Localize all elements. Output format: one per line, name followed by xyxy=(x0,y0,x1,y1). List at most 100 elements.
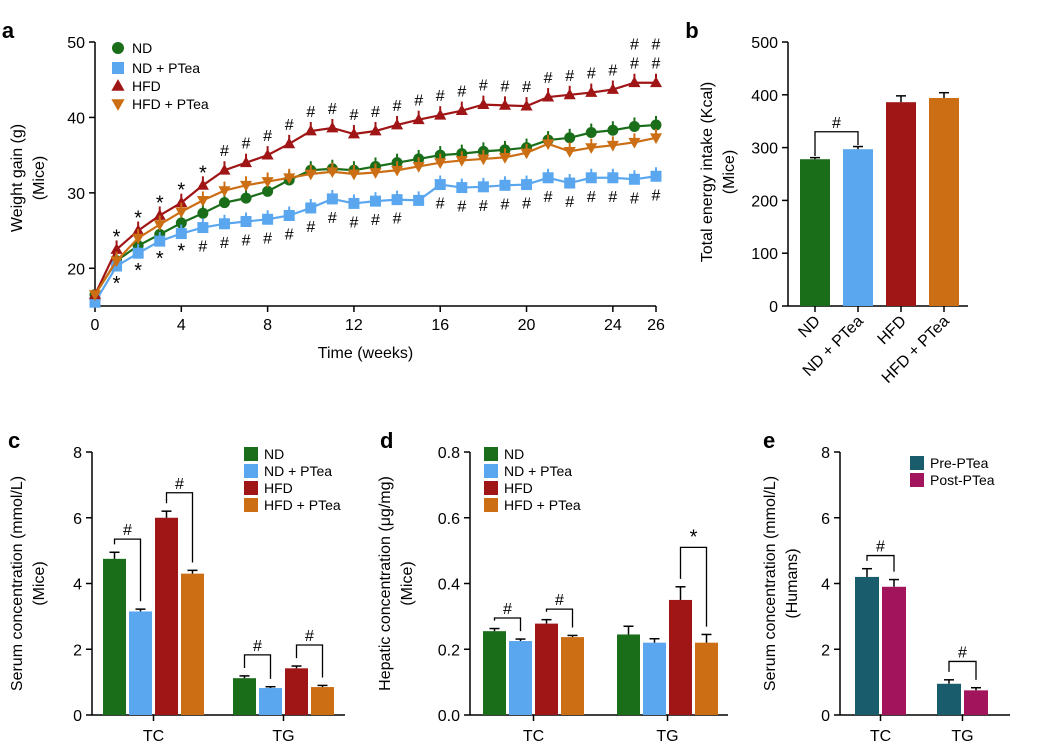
hash-annotation: # xyxy=(285,117,294,134)
hash-annotation: # xyxy=(220,235,229,252)
hash-annotation: # xyxy=(436,196,445,213)
legend-swatch xyxy=(244,498,258,512)
x-tick-label: TG xyxy=(656,728,678,745)
legend-swatch xyxy=(910,456,924,470)
hash-annotation: # xyxy=(457,199,466,216)
legend-label: ND xyxy=(132,40,152,56)
hash-annotation: # xyxy=(371,104,380,121)
bar xyxy=(964,690,988,715)
star-annotation: * xyxy=(134,208,142,230)
legend-swatch xyxy=(244,447,258,461)
data-point xyxy=(347,127,360,139)
significance-bracket xyxy=(679,546,708,627)
significance-bracket xyxy=(113,538,142,602)
data-point xyxy=(218,218,230,230)
data-point xyxy=(153,209,166,220)
y-tick-label: 0.2 xyxy=(438,642,460,659)
hash-annotation: # xyxy=(349,214,358,231)
legend-label: ND + PTea xyxy=(264,463,332,479)
data-point xyxy=(649,133,663,145)
star-annotation: * xyxy=(134,260,142,282)
data-point xyxy=(542,90,555,102)
hash-annotation: # xyxy=(630,37,639,54)
bar xyxy=(617,634,640,715)
hash-annotation: # xyxy=(457,84,466,101)
data-point xyxy=(326,121,339,133)
data-point xyxy=(175,196,188,208)
y-axis-sublabel: (Humans) xyxy=(784,548,801,618)
y-axis-label: Serum concentration (mmol/L) xyxy=(9,476,26,691)
data-point xyxy=(606,83,619,94)
data-point xyxy=(391,165,404,177)
data-point xyxy=(434,158,447,170)
y-tick-label: 0.8 xyxy=(438,445,460,462)
legend-swatch xyxy=(484,481,498,495)
data-point xyxy=(391,194,403,206)
significance-bracket xyxy=(948,660,977,680)
data-point xyxy=(564,132,576,144)
x-tick-label: 24 xyxy=(604,317,622,334)
significance-bracket xyxy=(814,131,859,157)
panel-d-chart: d 0.0 0.2 0.4 0.6 0.8 Hepatic concentration (μ… xyxy=(377,428,728,745)
legend-label: ND + PTea xyxy=(504,463,572,479)
data-point xyxy=(585,143,598,154)
data-point xyxy=(305,202,317,214)
bar xyxy=(695,642,718,715)
hash-annotation: # xyxy=(414,93,423,110)
x-tick-label: HFD xyxy=(875,313,910,348)
y-axis-sublabel: (Mice) xyxy=(31,561,48,605)
data-point xyxy=(607,124,619,136)
data-point xyxy=(564,177,576,189)
hash-annotation: # xyxy=(393,211,402,228)
y-tick-label: 8 xyxy=(821,445,830,462)
bar xyxy=(937,683,961,715)
legend-label: HFD xyxy=(132,78,161,94)
y-tick-label: 100 xyxy=(751,246,778,263)
x-tick-label: TG xyxy=(951,728,973,745)
data-point xyxy=(175,228,187,240)
y-tick-label: 500 xyxy=(751,35,778,52)
data-point xyxy=(520,148,533,160)
data-point xyxy=(240,216,252,228)
hash-annotation: # xyxy=(630,190,639,207)
hash-annotation: # xyxy=(285,226,294,243)
data-point xyxy=(196,196,209,207)
data-point xyxy=(412,113,425,125)
y-axis-sublabel: (Mice) xyxy=(399,561,416,605)
y-tick-label: 200 xyxy=(751,193,778,210)
legend-marker xyxy=(112,42,124,54)
x-tick-label: 20 xyxy=(518,317,536,334)
hash-annotation: # xyxy=(306,219,315,236)
data-point xyxy=(628,173,640,185)
x-tick-label: TC xyxy=(143,728,164,745)
data-point xyxy=(197,207,209,219)
panel-b-chart: b 0 100 200 300 400 500 Total energy intake (Kc… xyxy=(685,18,968,387)
data-point xyxy=(196,178,209,190)
x-axis-label: Time (weeks) xyxy=(318,345,413,362)
data-point xyxy=(628,120,640,132)
panel-label-c: c xyxy=(8,428,20,453)
x-tick-label: 4 xyxy=(177,317,186,334)
data-point xyxy=(218,197,230,209)
legend-swatch xyxy=(244,464,258,478)
data-point xyxy=(477,154,490,166)
data-point xyxy=(154,235,166,247)
significance-bracket xyxy=(295,644,324,678)
star-annotation: * xyxy=(156,192,164,214)
hash-annotation: # xyxy=(565,194,574,211)
star-annotation: * xyxy=(177,180,185,202)
data-point xyxy=(218,186,231,197)
data-point xyxy=(606,140,619,152)
hash-annotation: # xyxy=(306,104,315,121)
bar xyxy=(103,558,126,715)
star-annotation: * xyxy=(199,162,207,184)
star-annotation: * xyxy=(156,248,164,270)
legend-swatch xyxy=(484,464,498,478)
legend-swatch xyxy=(244,481,258,495)
y-axis-label: Hepatic concentration (μg/mg) xyxy=(377,476,394,691)
x-tick-label: ND xyxy=(795,313,823,341)
hash-annotation: # xyxy=(263,230,272,247)
y-tick-label: 20 xyxy=(67,261,85,278)
star-annotation: * xyxy=(177,241,185,263)
